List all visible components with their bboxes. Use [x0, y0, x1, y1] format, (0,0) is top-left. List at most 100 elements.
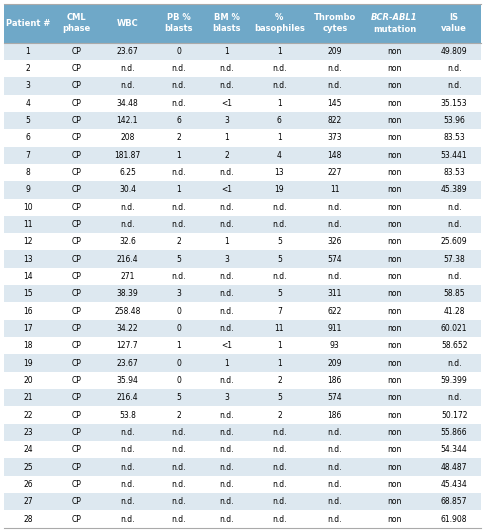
- Text: 58.652: 58.652: [440, 342, 467, 350]
- Text: 17: 17: [23, 324, 33, 333]
- Text: 2: 2: [176, 237, 181, 246]
- Text: n.d.: n.d.: [120, 81, 135, 90]
- Text: n.d.: n.d.: [171, 203, 185, 212]
- Text: n.d.: n.d.: [171, 480, 185, 489]
- Text: n.d.: n.d.: [219, 64, 234, 73]
- Text: n.d.: n.d.: [272, 272, 286, 281]
- Text: n.d.: n.d.: [446, 272, 460, 281]
- Text: n.d.: n.d.: [219, 324, 234, 333]
- Text: CP: CP: [71, 359, 81, 368]
- Bar: [4, 406, 480, 424]
- Text: CP: CP: [71, 411, 81, 420]
- Text: 57.38: 57.38: [442, 255, 464, 264]
- Text: CP: CP: [71, 324, 81, 333]
- Text: 145: 145: [327, 99, 341, 107]
- Text: 208: 208: [120, 134, 135, 143]
- Text: 5: 5: [276, 255, 281, 264]
- Text: n.d.: n.d.: [446, 393, 460, 402]
- Text: CP: CP: [71, 393, 81, 402]
- Text: Thrombo
cytes: Thrombo cytes: [313, 13, 355, 34]
- Text: CP: CP: [71, 342, 81, 350]
- Bar: [4, 4, 480, 43]
- Text: non: non: [387, 134, 401, 143]
- Text: 23.67: 23.67: [116, 47, 138, 56]
- Text: CP: CP: [71, 445, 81, 454]
- Text: CP: CP: [71, 463, 81, 471]
- Text: 2: 2: [176, 411, 181, 420]
- Text: n.d.: n.d.: [171, 514, 185, 523]
- Text: 1: 1: [276, 99, 281, 107]
- Text: 13: 13: [274, 168, 284, 177]
- Text: CP: CP: [71, 47, 81, 56]
- Text: CP: CP: [71, 237, 81, 246]
- Text: n.d.: n.d.: [327, 480, 341, 489]
- Text: non: non: [387, 480, 401, 489]
- Text: CP: CP: [71, 376, 81, 385]
- Text: 574: 574: [327, 393, 341, 402]
- Text: 1: 1: [276, 359, 281, 368]
- Text: n.d.: n.d.: [171, 428, 185, 437]
- Text: n.d.: n.d.: [171, 168, 185, 177]
- Text: 822: 822: [327, 116, 341, 125]
- Text: n.d.: n.d.: [327, 272, 341, 281]
- Text: 326: 326: [327, 237, 341, 246]
- Bar: [4, 129, 480, 146]
- Text: CP: CP: [71, 255, 81, 264]
- Bar: [4, 146, 480, 164]
- Text: 60.021: 60.021: [440, 324, 467, 333]
- Text: CP: CP: [71, 497, 81, 506]
- Text: 0: 0: [176, 47, 181, 56]
- Bar: [4, 43, 480, 60]
- Text: 2: 2: [224, 151, 229, 160]
- Text: 35.153: 35.153: [440, 99, 467, 107]
- Text: n.d.: n.d.: [272, 480, 286, 489]
- Bar: [4, 285, 480, 303]
- Text: n.d.: n.d.: [219, 272, 234, 281]
- Text: 83.53: 83.53: [442, 168, 464, 177]
- Text: 258.48: 258.48: [114, 306, 140, 315]
- Text: n.d.: n.d.: [219, 203, 234, 212]
- Text: 14: 14: [23, 272, 33, 281]
- Text: non: non: [387, 324, 401, 333]
- Text: n.d.: n.d.: [272, 64, 286, 73]
- Text: 8: 8: [26, 168, 30, 177]
- Text: 41.28: 41.28: [442, 306, 464, 315]
- Bar: [4, 320, 480, 337]
- Text: n.d.: n.d.: [171, 497, 185, 506]
- Text: n.d.: n.d.: [327, 220, 341, 229]
- Text: non: non: [387, 497, 401, 506]
- Text: 5: 5: [176, 255, 181, 264]
- Text: 1: 1: [176, 342, 181, 350]
- Text: CP: CP: [71, 480, 81, 489]
- Text: 5: 5: [276, 289, 281, 298]
- Text: 58.85: 58.85: [442, 289, 464, 298]
- Text: 3: 3: [224, 393, 229, 402]
- Text: Patient #: Patient #: [6, 19, 50, 28]
- Bar: [4, 77, 480, 95]
- Text: n.d.: n.d.: [327, 463, 341, 471]
- Text: 5: 5: [176, 393, 181, 402]
- Bar: [4, 60, 480, 77]
- Text: CML
phase: CML phase: [62, 13, 90, 34]
- Text: n.d.: n.d.: [327, 428, 341, 437]
- Text: 7: 7: [26, 151, 30, 160]
- Bar: [4, 337, 480, 354]
- Text: 2: 2: [176, 134, 181, 143]
- Text: 3: 3: [224, 255, 229, 264]
- Text: 49.809: 49.809: [440, 47, 467, 56]
- Text: 68.857: 68.857: [440, 497, 467, 506]
- Text: non: non: [387, 81, 401, 90]
- Text: 181.87: 181.87: [114, 151, 140, 160]
- Text: n.d.: n.d.: [446, 81, 460, 90]
- Text: 209: 209: [327, 47, 341, 56]
- Text: 11: 11: [23, 220, 33, 229]
- Text: 9: 9: [26, 185, 30, 194]
- Text: BM %
blasts: BM % blasts: [212, 13, 241, 34]
- Text: non: non: [387, 47, 401, 56]
- Text: CP: CP: [71, 514, 81, 523]
- Text: n.d.: n.d.: [219, 463, 234, 471]
- Text: 2: 2: [26, 64, 30, 73]
- Text: 45.434: 45.434: [440, 480, 467, 489]
- Text: n.d.: n.d.: [272, 514, 286, 523]
- Bar: [4, 251, 480, 268]
